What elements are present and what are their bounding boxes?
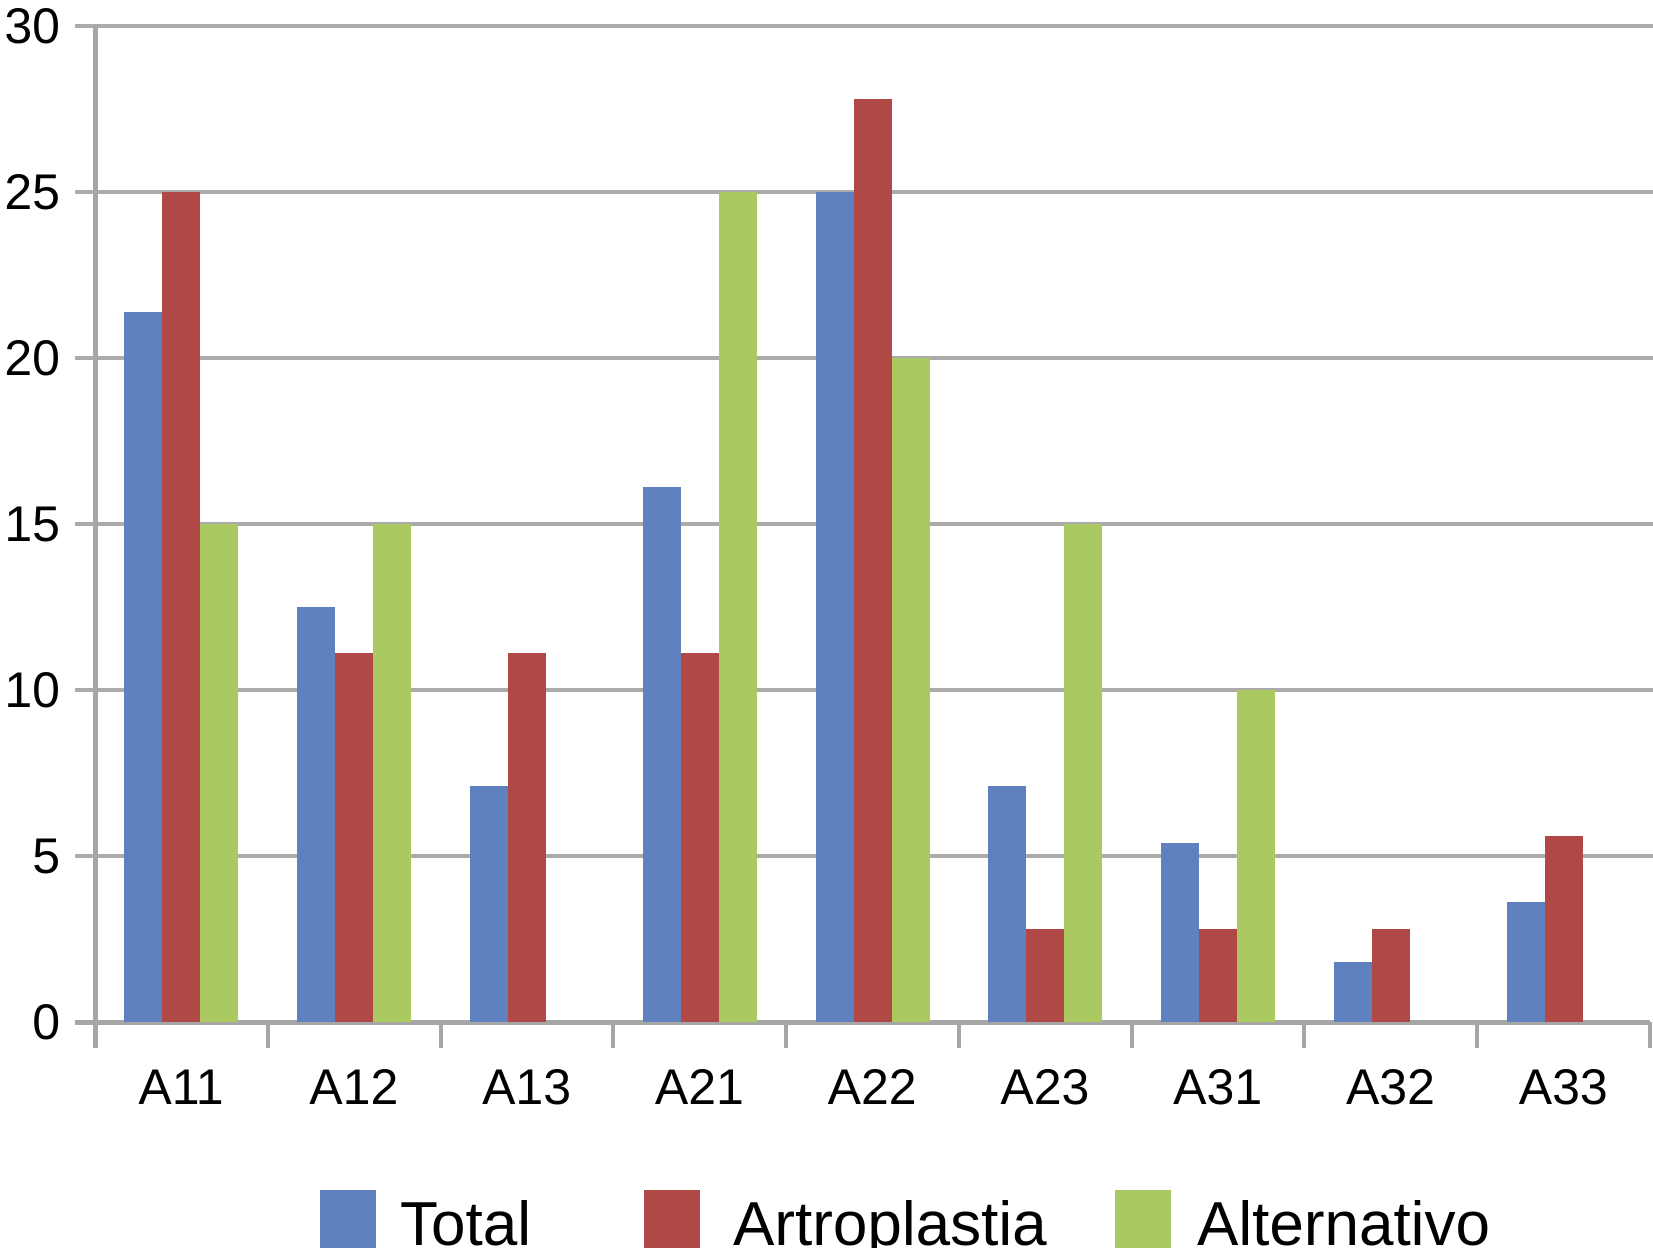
legend-label-artroplastia: Artroplastia bbox=[733, 1190, 1047, 1248]
y-tick-label-0: 0 bbox=[32, 994, 60, 1050]
x-tick-label-a22: A22 bbox=[827, 1059, 917, 1115]
x-tick-label-a33: A33 bbox=[1518, 1059, 1608, 1115]
y-tick-label-20: 20 bbox=[4, 330, 60, 386]
bar-total-a21 bbox=[642, 487, 681, 1022]
y-tick-label-5: 5 bbox=[32, 828, 60, 884]
x-axis-tick bbox=[1475, 1022, 1480, 1048]
bar-total-a23 bbox=[988, 786, 1027, 1022]
legend-label-total: Total bbox=[400, 1190, 531, 1248]
x-axis-tick bbox=[438, 1022, 443, 1048]
y-tick-label-15: 15 bbox=[4, 496, 60, 552]
x-axis-tick bbox=[1129, 1022, 1134, 1048]
y-tick-label-25: 25 bbox=[4, 164, 60, 220]
x-axis-tick bbox=[93, 1022, 97, 1048]
bar-artroplastia-a32 bbox=[1371, 929, 1410, 1022]
bar-total-a31 bbox=[1161, 842, 1200, 1022]
bar-artroplastia-a11 bbox=[162, 192, 201, 1022]
y-axis-line bbox=[93, 26, 98, 1048]
x-tick-label-a32: A32 bbox=[1345, 1059, 1435, 1115]
bar-artroplastia-a21 bbox=[680, 653, 719, 1022]
bar-artroplastia-a13 bbox=[507, 653, 546, 1022]
legend-swatch-alternativo bbox=[1115, 1190, 1171, 1248]
bar-alternativo-a12 bbox=[373, 524, 412, 1022]
y-tick-label-10: 10 bbox=[4, 662, 60, 718]
bar-total-a12 bbox=[297, 607, 336, 1022]
x-axis-tick bbox=[784, 1022, 789, 1048]
x-tick-label-a31: A31 bbox=[1173, 1059, 1263, 1115]
bar-alternativo-a22 bbox=[891, 358, 930, 1022]
bar-total-a22 bbox=[815, 192, 854, 1022]
bar-alternativo-a31 bbox=[1237, 690, 1276, 1022]
x-axis-tick bbox=[1648, 1022, 1652, 1048]
x-axis-line bbox=[75, 1020, 1650, 1025]
x-tick-label-a12: A12 bbox=[309, 1059, 399, 1115]
x-tick-label-a21: A21 bbox=[654, 1059, 744, 1115]
x-axis-tick bbox=[611, 1022, 616, 1048]
bar-artroplastia-a31 bbox=[1199, 929, 1238, 1022]
gridline-30 bbox=[75, 24, 1653, 28]
bar-total-a32 bbox=[1333, 962, 1372, 1022]
x-tick-label-a23: A23 bbox=[1000, 1059, 1090, 1115]
x-axis-tick bbox=[1302, 1022, 1307, 1048]
bar-total-a11 bbox=[124, 311, 163, 1022]
bar-alternativo-a23 bbox=[1064, 524, 1103, 1022]
y-tick-label-30: 30 bbox=[4, 0, 60, 54]
x-axis-tick bbox=[265, 1022, 270, 1048]
bar-artroplastia-a22 bbox=[853, 99, 892, 1022]
x-tick-label-a11: A11 bbox=[138, 1059, 224, 1115]
bar-alternativo-a21 bbox=[718, 192, 757, 1022]
legend-label-alternativo: Alternativo bbox=[1197, 1190, 1490, 1248]
bar-artroplastia-a23 bbox=[1026, 929, 1065, 1022]
bar-total-a13 bbox=[469, 786, 508, 1022]
legend-swatch-artroplastia bbox=[644, 1190, 700, 1248]
x-tick-label-a13: A13 bbox=[482, 1059, 572, 1115]
bar-artroplastia-a33 bbox=[1544, 836, 1583, 1022]
legend-swatch-total bbox=[320, 1190, 376, 1248]
bar-alternativo-a11 bbox=[200, 524, 239, 1022]
x-axis-tick bbox=[956, 1022, 961, 1048]
bar-artroplastia-a12 bbox=[335, 653, 374, 1022]
bar-total-a33 bbox=[1506, 902, 1545, 1022]
